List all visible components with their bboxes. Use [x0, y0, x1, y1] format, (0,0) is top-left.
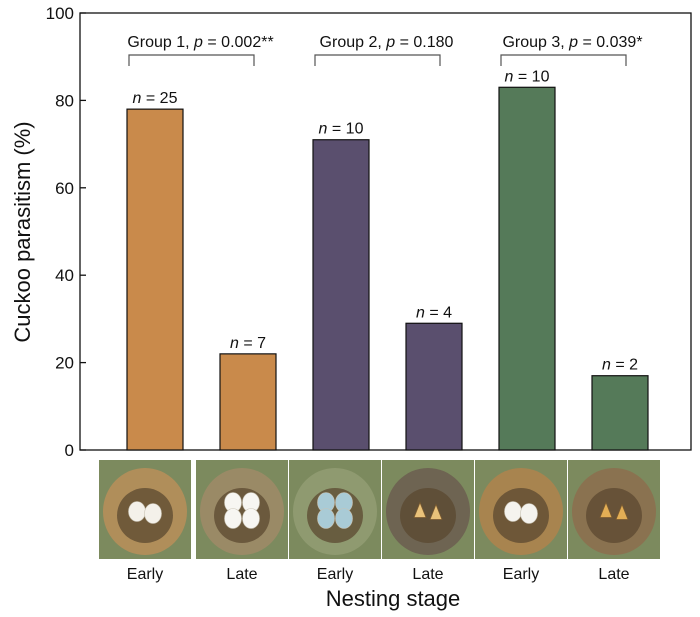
nestling	[429, 503, 443, 520]
nestling	[413, 501, 427, 518]
bar-n-label: n = 25	[133, 90, 178, 107]
bars: n = 25 n = 7 n = 10 n = 4 n = 10 n = 2	[126, 68, 649, 451]
y-tick-label: 60	[55, 179, 74, 198]
group-label: Group 1, p = 0.002**	[127, 34, 273, 51]
nest-photo	[475, 460, 567, 559]
egg	[242, 508, 260, 529]
nest-cup	[586, 488, 642, 543]
nest-photo	[196, 460, 288, 559]
nest-cup	[214, 488, 270, 543]
group-bracket	[314, 54, 441, 66]
nest-cup	[307, 488, 363, 543]
category-label: Late	[598, 566, 629, 583]
bar-n-label: n = 2	[602, 357, 638, 374]
egg	[128, 501, 146, 522]
category-label: Early	[127, 566, 163, 583]
category-label: Early	[503, 566, 539, 583]
bar-n-label: n = 10	[319, 121, 364, 138]
bar	[219, 353, 277, 451]
y-axis-title: Cuckoo parasitism (%)	[10, 121, 35, 342]
nest-photo	[289, 460, 381, 559]
x-axis-title: Nesting stage	[326, 586, 461, 611]
y-tick-label: 100	[46, 4, 74, 23]
egg	[520, 503, 538, 524]
y-tick-label: 40	[55, 266, 74, 285]
egg	[504, 501, 522, 522]
group-bracket	[128, 54, 255, 66]
nestling	[615, 503, 629, 520]
group-bracket	[500, 54, 627, 66]
nest-photos: Early Late Early Late Early Late	[99, 460, 660, 583]
group-label: Group 3, p = 0.039*	[502, 34, 642, 51]
category-label: Early	[317, 566, 353, 583]
annotations: Group 1, p = 0.002** Group 2, p = 0.180 Gr…	[127, 34, 643, 66]
category-label: Late	[412, 566, 443, 583]
bar	[405, 322, 463, 451]
nest-cup	[400, 488, 456, 543]
egg	[144, 503, 162, 524]
y-axis: 0 20 40 60 80 100	[46, 4, 692, 460]
bar-n-label: n = 7	[230, 335, 266, 352]
nestling	[599, 501, 613, 518]
egg	[317, 508, 335, 529]
plot-frame	[79, 12, 692, 451]
egg	[224, 508, 242, 529]
y-tick-label: 0	[65, 441, 74, 460]
group-label: Group 2, p = 0.180	[320, 34, 454, 51]
y-tick-label: 20	[55, 354, 74, 373]
bar	[126, 108, 184, 451]
nest-photo	[99, 460, 191, 559]
bar-n-label: n = 10	[505, 68, 550, 85]
egg	[335, 508, 353, 529]
nest-photo	[568, 460, 660, 559]
y-tick-label: 80	[55, 91, 74, 110]
bar-n-label: n = 4	[416, 304, 452, 321]
nest-photo	[382, 460, 474, 559]
bar	[591, 375, 649, 451]
bar	[498, 86, 556, 451]
category-label: Late	[226, 566, 257, 583]
bar	[312, 139, 370, 451]
